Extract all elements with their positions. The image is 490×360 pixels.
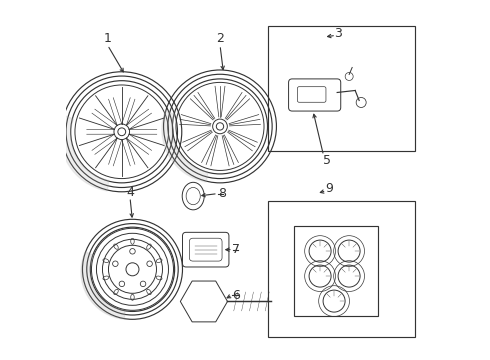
Bar (268, 26, 415, 152)
Text: 7: 7 (232, 243, 240, 256)
Wedge shape (60, 115, 109, 191)
Text: 5: 5 (323, 154, 331, 167)
Wedge shape (81, 252, 125, 319)
Wedge shape (162, 111, 208, 182)
Text: 8: 8 (218, 187, 226, 200)
Text: 6: 6 (232, 288, 240, 302)
Text: 4: 4 (126, 186, 134, 199)
Text: 3: 3 (334, 27, 342, 40)
Text: 1: 1 (103, 32, 111, 45)
Text: 2: 2 (216, 32, 224, 45)
Bar (268, 202, 415, 337)
Text: 9: 9 (325, 183, 333, 195)
